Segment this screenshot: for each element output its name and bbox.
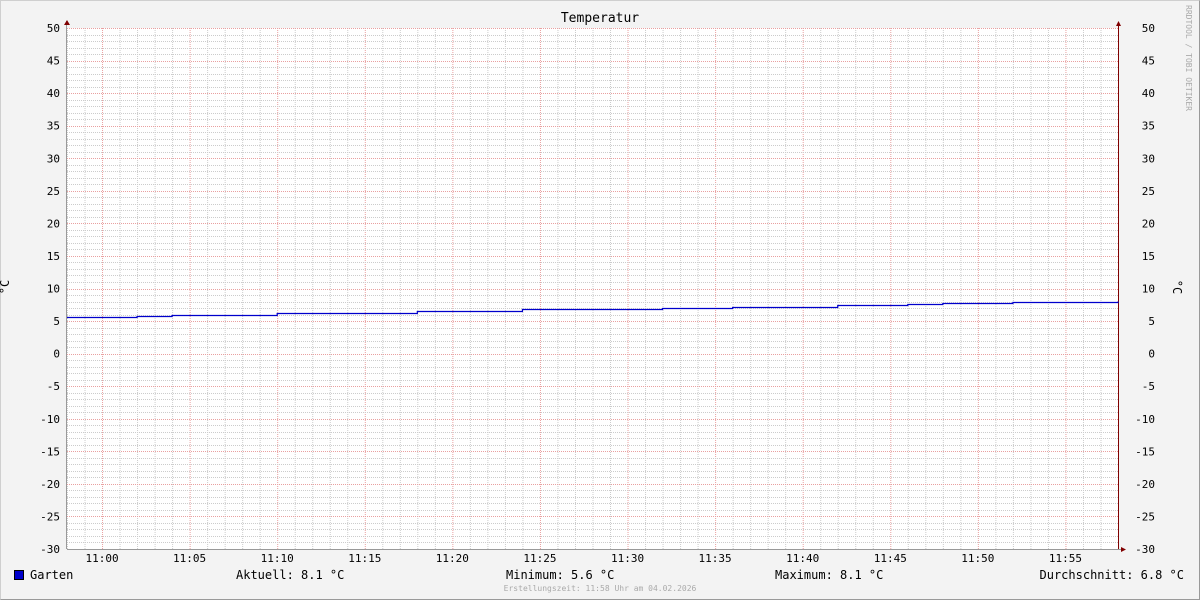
y-tick-label-left: 10 — [47, 283, 60, 296]
y-axis-arrow-icon — [64, 20, 70, 25]
x-tick-label: 11:20 — [436, 552, 469, 565]
y-tick-label-left: -25 — [40, 510, 60, 523]
legend-average: Durchschnitt: 6.8 °C — [1039, 568, 1185, 582]
y-tick-label-right: 35 — [1142, 120, 1155, 133]
y-tick-label-left: 30 — [47, 152, 60, 165]
x-tick-label: 11:40 — [786, 552, 819, 565]
y-axis-label-left: °C — [0, 279, 13, 295]
y-tick-label-right: -5 — [1142, 380, 1155, 393]
y-tick-label-right: -20 — [1135, 478, 1155, 491]
y-tick-label-left: 50 — [47, 22, 60, 35]
x-tick-label: 11:25 — [523, 552, 556, 565]
legend-swatch — [14, 570, 24, 580]
legend-minimum: Minimum: 5.6 °C — [506, 568, 615, 582]
x-tick-label: 11:50 — [961, 552, 994, 565]
x-tick-label: 11:10 — [261, 552, 294, 565]
x-tick-label: 11:00 — [85, 552, 118, 565]
watermark: RRDTOOL / TOBI OETIKER — [1184, 5, 1193, 111]
y-axis-label-right: °C — [1170, 279, 1185, 295]
y-tick-label-right: -15 — [1135, 445, 1155, 458]
y-tick-label-left: 15 — [47, 250, 60, 263]
footer-timestamp: Erstellungszeit: 11:58 Uhr am 04.02.2026 — [503, 584, 697, 593]
y-tick-label-left: 25 — [47, 185, 60, 198]
y-tick-label-right: 5 — [1148, 315, 1155, 328]
y-tick-label-left: -10 — [40, 413, 60, 426]
y-tick-label-left: 40 — [47, 87, 60, 100]
chart-title: Temperatur — [560, 11, 640, 26]
y-tick-label-left: -30 — [40, 543, 60, 556]
y-tick-label-left: -15 — [40, 445, 60, 458]
y-tick-label-right: 15 — [1142, 250, 1155, 263]
x-tick-label: 11:35 — [699, 552, 732, 565]
x-tick-label: 11:55 — [1049, 552, 1082, 565]
y-tick-label-right: 40 — [1142, 87, 1155, 100]
y-tick-label-left: 5 — [53, 315, 60, 328]
y-tick-label-right: -30 — [1135, 543, 1155, 556]
x-tick-label: 11:05 — [173, 552, 206, 565]
y-tick-label-right: 0 — [1148, 348, 1155, 361]
legend-maximum: Maximum: 8.1 °C — [775, 568, 884, 582]
y-tick-label-left: 35 — [47, 120, 60, 133]
y-tick-label-right: -10 — [1135, 413, 1155, 426]
y-tick-label-left: 45 — [47, 55, 60, 68]
y-tick-label-left: -5 — [47, 380, 60, 393]
y-tick-label-left: 0 — [53, 348, 60, 361]
x-tick-label: 11:45 — [874, 552, 907, 565]
y-axis-right-arrow-icon — [1116, 21, 1121, 26]
y-tick-label-right: 25 — [1142, 185, 1155, 198]
y-tick-label-left: 20 — [47, 217, 60, 230]
y-tick-label-right: 50 — [1142, 22, 1155, 35]
y-tick-label-right: -25 — [1135, 510, 1155, 523]
x-tick-label: 11:15 — [348, 552, 381, 565]
x-tick-label: 11:30 — [611, 552, 644, 565]
y-tick-label-right: 10 — [1142, 283, 1155, 296]
legend-current: Aktuell: 8.1 °C — [236, 568, 345, 582]
y-tick-label-left: -20 — [40, 478, 60, 491]
y-tick-label-right: 20 — [1142, 217, 1155, 230]
legend-series-name: Garten — [30, 568, 74, 582]
y-tick-label-right: 30 — [1142, 152, 1155, 165]
series-line-garten — [67, 301, 1119, 319]
x-axis-arrow-icon — [1121, 547, 1126, 552]
y-tick-label-right: 45 — [1142, 55, 1155, 68]
